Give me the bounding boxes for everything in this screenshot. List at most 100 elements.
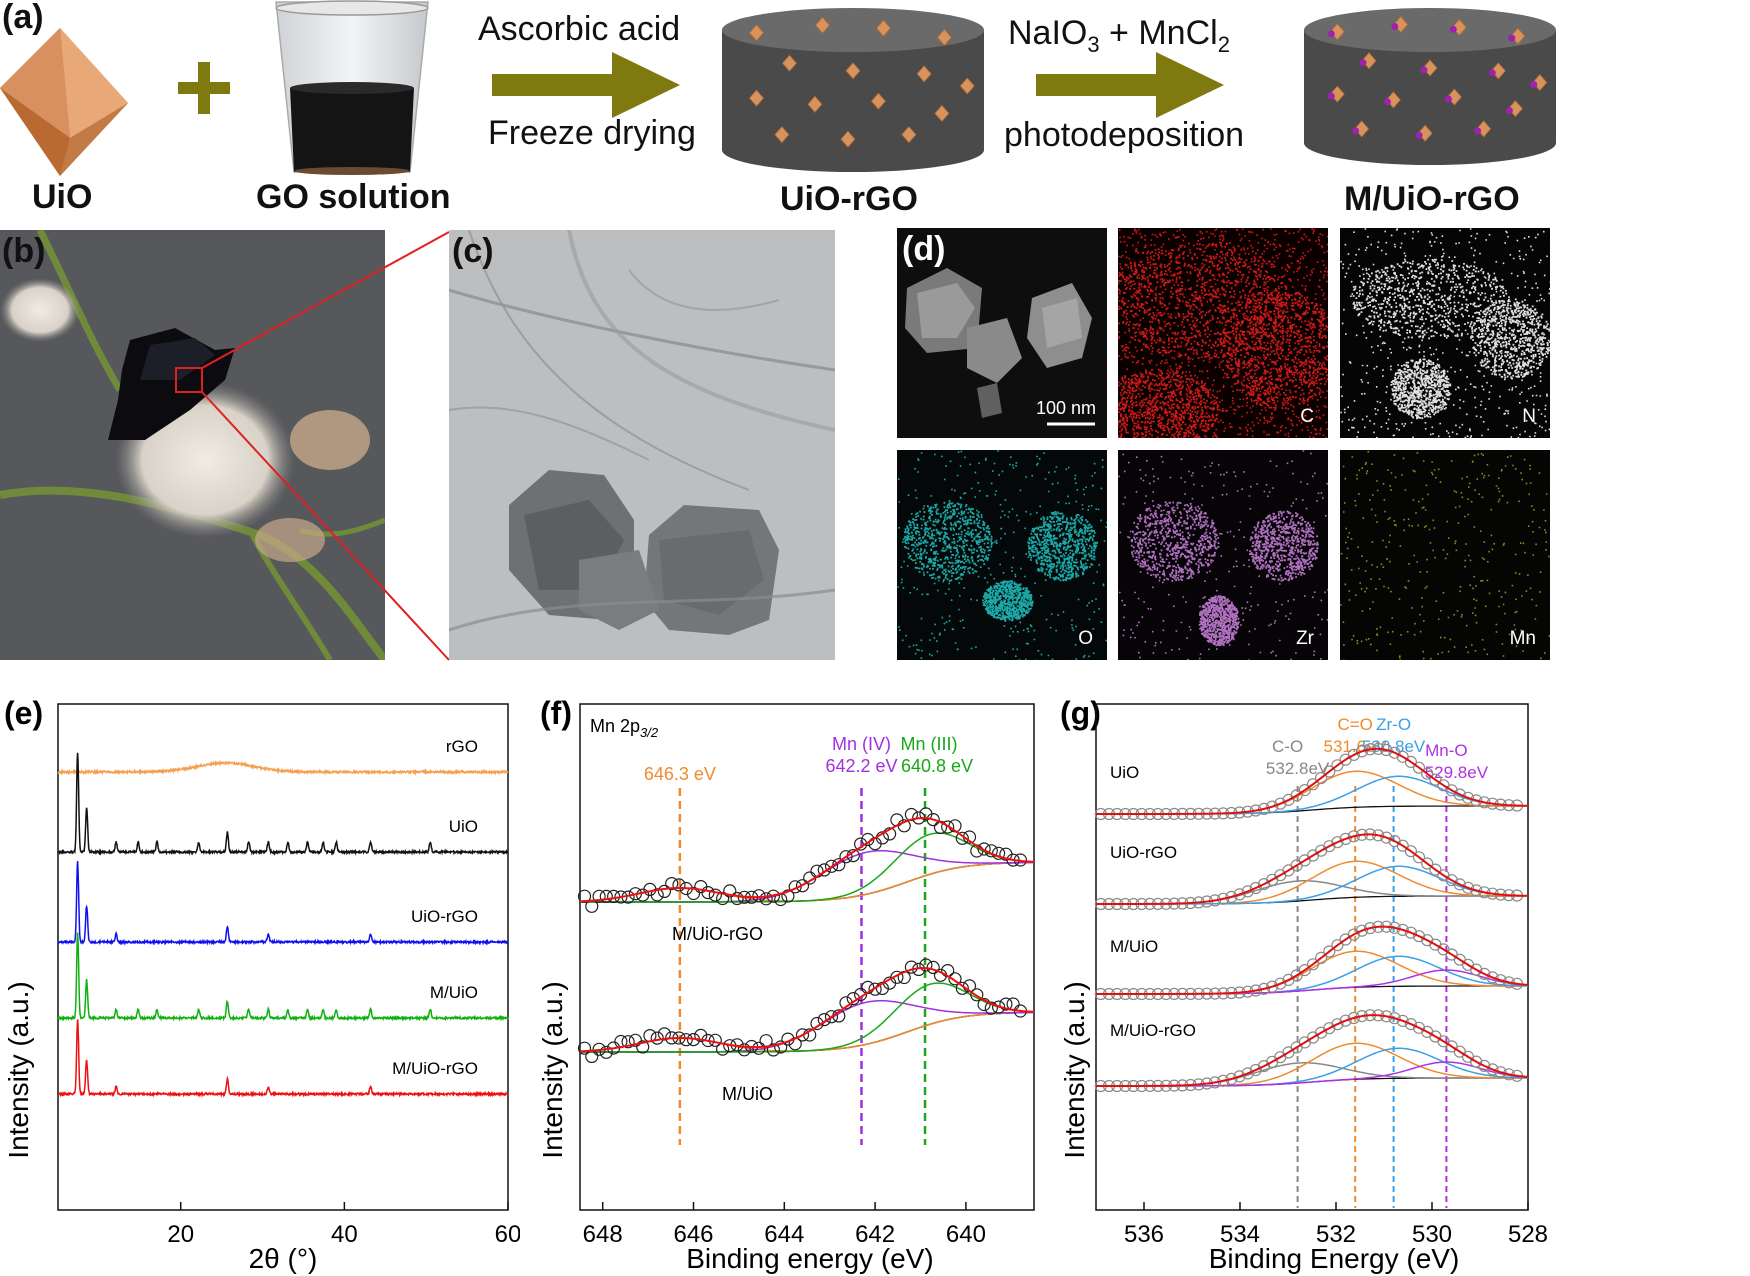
o1s-data-point [1298, 964, 1311, 977]
o1s-data-point [1331, 759, 1344, 772]
o1s-envelope [1096, 833, 1528, 905]
uio-label: UiO [32, 178, 93, 216]
xrd-series-2 [57, 861, 509, 946]
mn-particle-mark [1327, 92, 1335, 100]
mn2p-data-point [817, 863, 831, 877]
o1s-ref-top-label: Mn-O [1425, 741, 1468, 760]
mn2p-mn3-peak [580, 982, 1035, 1053]
aerogel-on-flower-photo [0, 230, 385, 660]
uio-crystal-mark [875, 19, 892, 37]
o1s-x-axis-label: Binding Energy (eV) [1209, 1243, 1460, 1274]
o1s-series-label: UiO [1110, 763, 1139, 782]
mn2p-envelope [579, 966, 1035, 1053]
mn-particle-mark [1444, 95, 1452, 103]
o1s-data-point [1412, 761, 1426, 774]
o1s-data-point [1257, 982, 1271, 995]
uio-crystal-mark [870, 92, 886, 110]
mn2p-ref-label: 642.2 eV [825, 756, 897, 776]
o1s-data-point [1429, 773, 1442, 786]
xrd-series-label: UiO-rGO [411, 907, 478, 926]
mn2p-data-point [868, 982, 882, 996]
o1s-data-point [1331, 836, 1344, 849]
o1s-envelope [1096, 747, 1528, 815]
mn2p-data-point [795, 879, 810, 893]
mn2p-xps-chart: (f) Intensity (a.u.) Binding energy (eV)… [537, 695, 1035, 1274]
mn2p-series-label: M/UiO [722, 1084, 773, 1104]
o1s-data-point [1323, 1022, 1336, 1035]
eds-map-mn: Mn [1340, 450, 1550, 660]
m-uio-rgo-aerogel-illustration [1304, 8, 1556, 165]
mn-particle-mark [1391, 23, 1399, 30]
o1s-data-point [1355, 924, 1368, 937]
eds-dots-mn [1340, 450, 1550, 660]
o1s-envelope [1096, 1014, 1529, 1087]
uio-crystal-mark [936, 28, 952, 46]
cylinder-top [1304, 8, 1556, 52]
o1s-data-point [1461, 881, 1475, 894]
panel-letter-a: (a) [2, 0, 44, 36]
eds-label-zr: Zr [1296, 628, 1314, 649]
mn2p-data-point [766, 1043, 780, 1057]
o1s-component-peak [1096, 969, 1529, 995]
xrd-series-4 [57, 1019, 509, 1098]
mn2p-data-point [919, 958, 933, 972]
o1s-data-point [1233, 1070, 1246, 1083]
o1s-data-point [1380, 831, 1393, 844]
o1s-data-point [1347, 830, 1360, 843]
xrd-x-axis-label: 2θ (°) [249, 1243, 318, 1274]
mn2p-data-point [890, 970, 904, 984]
mn2p-title: Mn 2p3/2 [590, 716, 659, 740]
o1s-data-point [1453, 878, 1466, 891]
mn2p-series-label: M/UiO-rGO [672, 924, 763, 944]
mn2p-data-point [774, 1040, 788, 1054]
o1s-data-point [1421, 857, 1434, 870]
mn2p-data-point [832, 858, 846, 872]
scale-bar-label: 100 nm [1036, 398, 1097, 418]
o1s-plot-frame [1095, 703, 1529, 1211]
mn2p-ref-top-label: Mn (IV) [832, 734, 891, 754]
o1s-component-peak [1096, 1061, 1529, 1087]
eds-dots-n [1340, 228, 1550, 438]
uio-rgo-aerogel-illustration [722, 8, 984, 172]
xrd-series-1 [57, 752, 509, 856]
mn2p-data-point [737, 1043, 751, 1057]
flower-scene-illustration [0, 230, 385, 660]
mn2p-data-point [599, 1045, 613, 1059]
cylinder-top [722, 8, 984, 52]
xrd-series-label: M/UiO [430, 983, 478, 1002]
o1s-ref-top-label: Zr-O [1376, 715, 1411, 734]
haadf-image [897, 228, 1107, 438]
mn2p-data-point [577, 889, 592, 903]
mn2p-envelope [579, 816, 1035, 903]
eds-dots [1118, 228, 1328, 438]
o1s-data-point [1347, 928, 1360, 941]
o1s-data-point [1331, 1018, 1344, 1031]
mn-particle-mark [1508, 34, 1516, 42]
mn2p-x-tick-label: 640 [946, 1221, 986, 1248]
o1s-ref-label: 530.8eV [1362, 737, 1426, 756]
uio-crystal-mark [901, 126, 917, 144]
o1s-data-point [1396, 1014, 1409, 1027]
o1s-data-point [1241, 1067, 1254, 1080]
mn-particle-mark [1352, 127, 1360, 135]
o1s-data-point [1453, 788, 1466, 801]
o1s-data-point [1323, 945, 1336, 958]
o1s-data-point [1388, 1012, 1401, 1025]
o1s-data-point [1249, 1063, 1262, 1077]
uio-crystal-mark [1329, 23, 1345, 41]
mn2p-data-point [752, 1041, 766, 1055]
mn2p-data-point [679, 1033, 693, 1047]
xrd-series-label: M/UiO-rGO [392, 1059, 478, 1078]
panel-letter-f: (f) [540, 695, 572, 731]
arrow1-top-text: Ascorbic acid [478, 10, 681, 48]
mn2p-x-tick-label: 642 [855, 1221, 895, 1248]
o1s-data-point [1217, 1074, 1230, 1087]
eds-dots [1340, 228, 1550, 438]
xrd-series-3 [57, 932, 509, 1022]
uio-octahedron-illustration [0, 28, 128, 176]
mn-particle-mark [1530, 81, 1538, 88]
o1s-data-point [1266, 980, 1279, 993]
o1s-data-point [1315, 771, 1328, 785]
mn2p-data-point [955, 831, 969, 845]
